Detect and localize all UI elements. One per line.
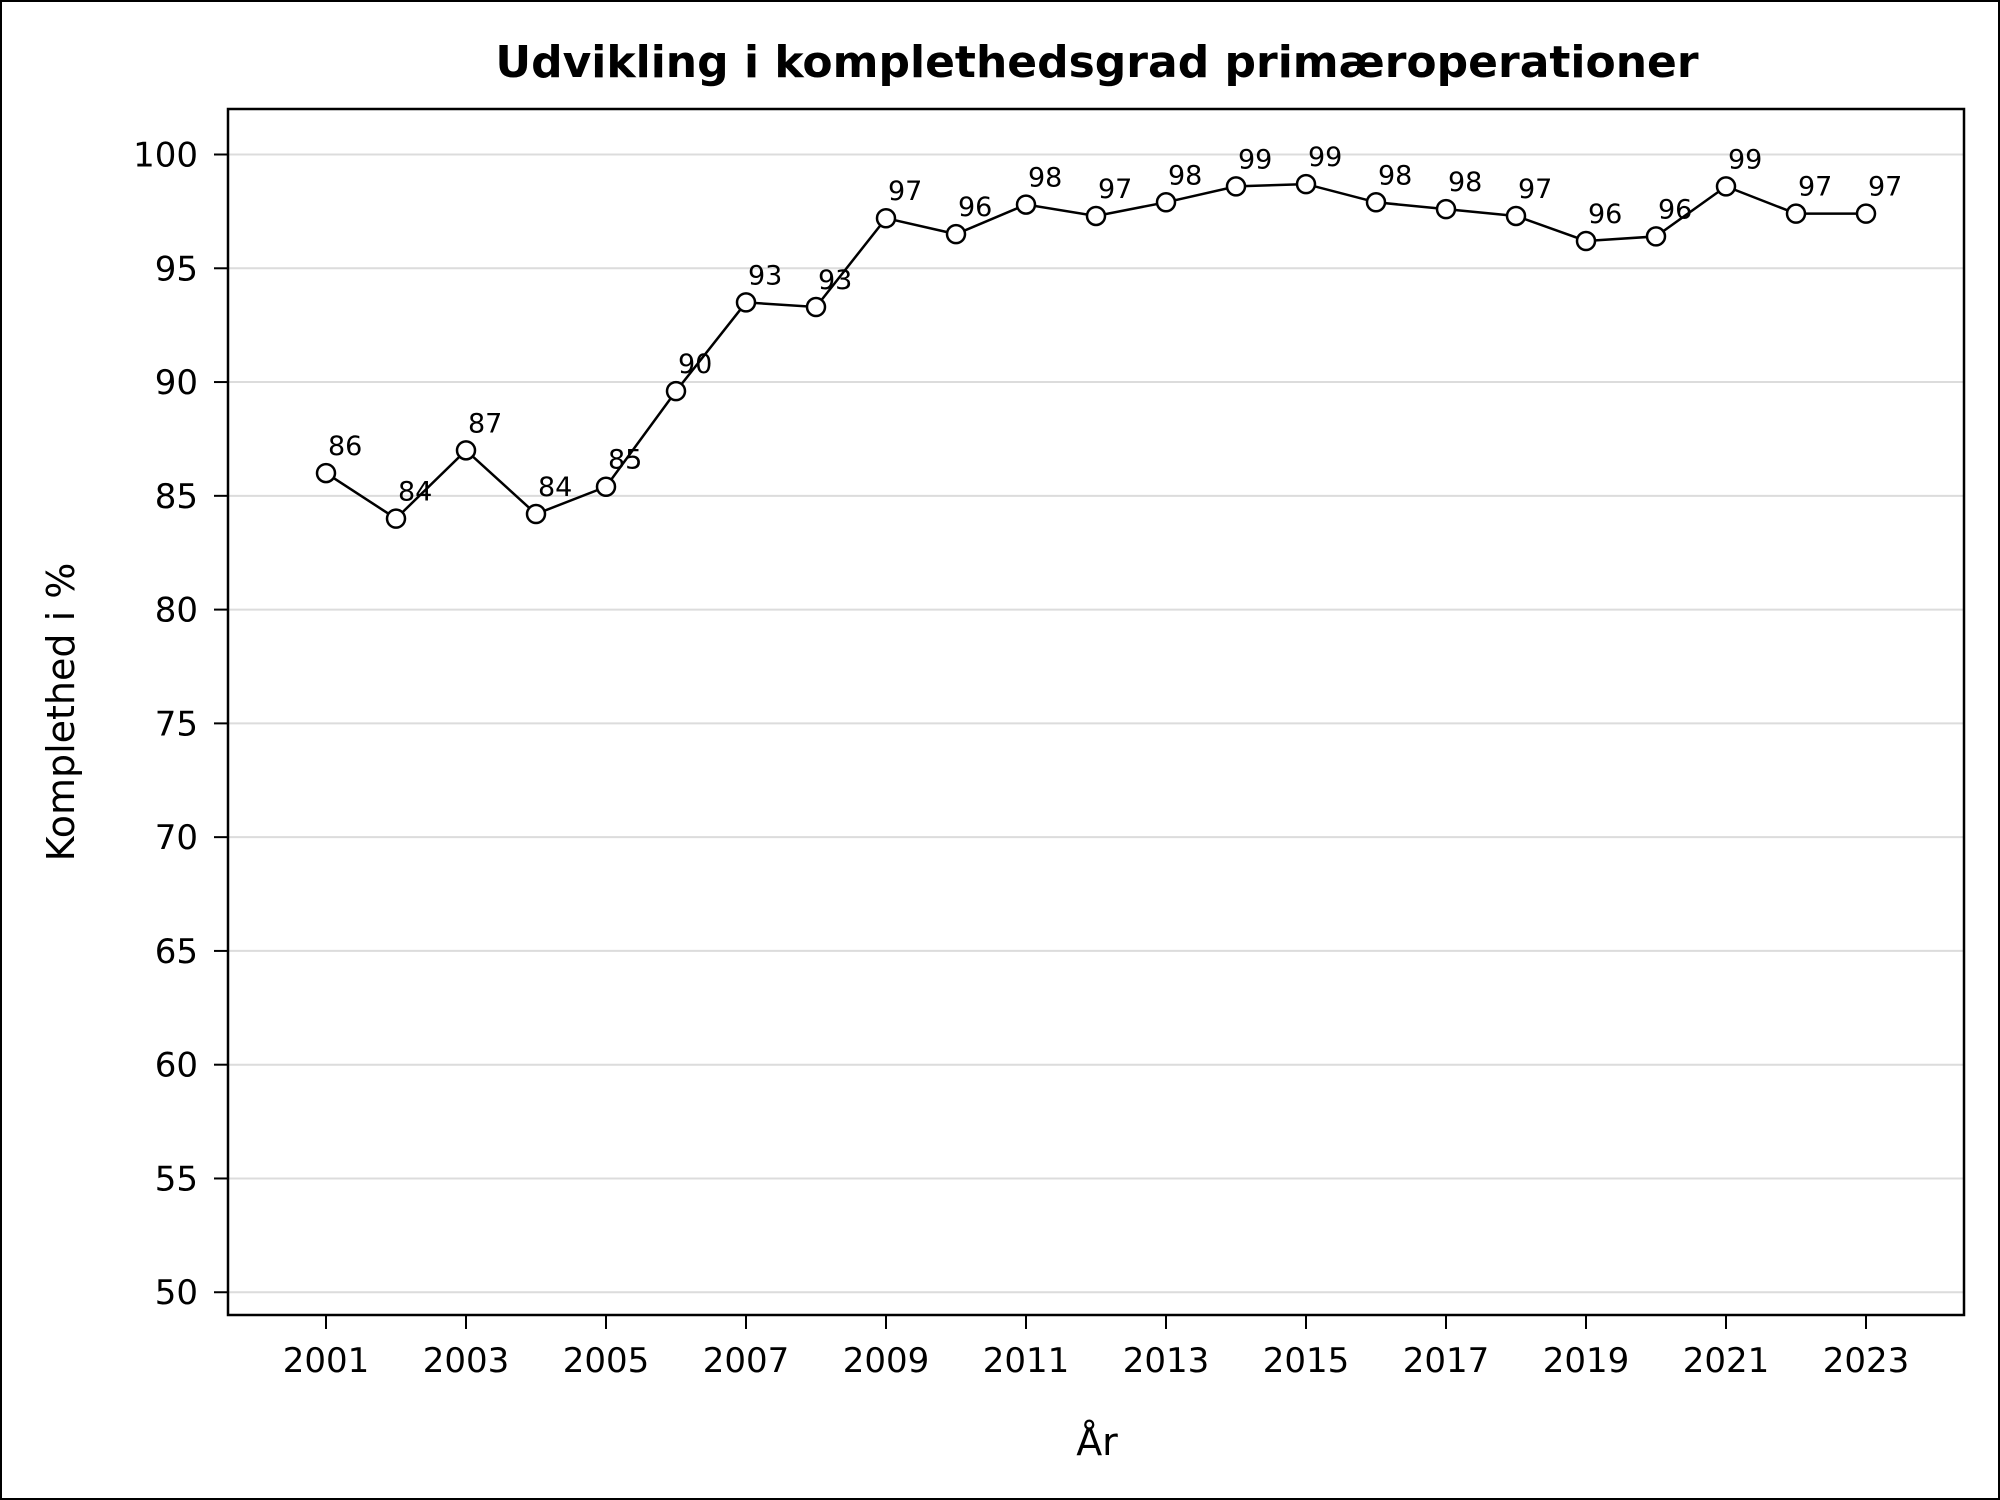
data-point xyxy=(1575,230,1597,252)
data-point xyxy=(1085,205,1107,227)
data-point xyxy=(1785,203,1807,224)
y-axis-title: Komplethed i % xyxy=(39,563,83,862)
x-tick-label: 2017 xyxy=(1403,1341,1490,1381)
x-tick-label: 2001 xyxy=(283,1341,370,1381)
data-point xyxy=(665,380,687,402)
y-tick-label: 85 xyxy=(155,477,198,517)
data-point xyxy=(735,292,757,313)
data-label: 96 xyxy=(958,192,992,223)
data-point xyxy=(1365,192,1387,213)
data-point xyxy=(1855,203,1877,224)
data-label: 97 xyxy=(1518,174,1552,205)
y-tick-label: 90 xyxy=(155,363,198,403)
x-tick-label: 2005 xyxy=(563,1341,650,1381)
data-label: 97 xyxy=(1098,174,1132,205)
y-tick-label: 100 xyxy=(133,136,198,176)
data-point xyxy=(1715,176,1737,197)
data-label: 84 xyxy=(538,472,572,503)
x-tick-label: 2009 xyxy=(843,1341,930,1381)
gridlines xyxy=(228,153,1964,1294)
y-tick-label: 65 xyxy=(155,932,198,972)
x-axis: 2001 2003 2005 2007 2009 2011 2013 2015 2017 2019… xyxy=(283,1315,1910,1381)
data-point xyxy=(875,207,897,229)
x-tick-label: 2003 xyxy=(423,1341,510,1381)
data-label: 85 xyxy=(608,445,642,476)
data-point xyxy=(595,476,617,497)
data-point xyxy=(455,440,477,461)
data-point xyxy=(1505,205,1527,227)
data-point xyxy=(1015,194,1037,215)
data-label: 97 xyxy=(888,176,922,207)
data-point xyxy=(525,503,547,525)
y-tick-label: 75 xyxy=(155,704,198,744)
data-series: 86 84 87 84 85 90 93 93 97 96 98 97 98 99 99 98 98 97 96 96… xyxy=(315,142,1902,529)
data-point xyxy=(1225,176,1247,197)
data-label: 99 xyxy=(1238,144,1272,175)
data-label: 97 xyxy=(1798,172,1832,203)
y-tick-label: 50 xyxy=(155,1273,198,1313)
series-line xyxy=(325,182,1866,521)
x-tick-label: 2013 xyxy=(1123,1341,1210,1381)
data-label: 93 xyxy=(748,260,782,291)
data-point xyxy=(1155,192,1177,213)
data-point xyxy=(1295,173,1317,195)
x-tick-label: 2015 xyxy=(1263,1341,1350,1381)
data-label: 99 xyxy=(1308,142,1342,173)
x-tick-label: 2011 xyxy=(983,1341,1070,1381)
x-tick-label: 2007 xyxy=(703,1341,790,1381)
data-label: 84 xyxy=(398,477,432,508)
data-point xyxy=(385,508,407,529)
data-label: 96 xyxy=(1588,199,1622,230)
data-label: 99 xyxy=(1728,144,1762,175)
data-point xyxy=(945,223,967,245)
data-label: 96 xyxy=(1658,194,1692,225)
x-tick-label: 2021 xyxy=(1683,1341,1770,1381)
data-label: 98 xyxy=(1168,160,1202,191)
data-point xyxy=(1435,198,1457,220)
y-tick-label: 95 xyxy=(155,249,198,289)
y-tick-label: 80 xyxy=(155,591,198,631)
y-axis: 50 55 60 65 70 75 80 85 90 95 100 xyxy=(133,136,228,1313)
x-axis-title: År xyxy=(1076,1420,1118,1464)
chart-title: Udvikling i komplethedsgrad primæroperat… xyxy=(495,37,1699,88)
data-label: 86 xyxy=(328,431,362,462)
y-tick-label: 55 xyxy=(155,1159,198,1199)
y-tick-label: 60 xyxy=(155,1046,198,1086)
data-point xyxy=(1645,226,1667,247)
data-label: 97 xyxy=(1868,172,1902,203)
data-label: 98 xyxy=(1448,167,1482,198)
data-label: 98 xyxy=(1378,160,1412,191)
data-label: 90 xyxy=(678,349,712,380)
plot-area xyxy=(226,107,1966,1317)
data-point xyxy=(315,462,337,484)
data-label: 87 xyxy=(468,408,502,439)
data-label: 93 xyxy=(818,265,852,296)
data-point xyxy=(805,296,827,318)
x-tick-label: 2023 xyxy=(1823,1341,1910,1381)
x-tick-label: 2019 xyxy=(1543,1341,1630,1381)
data-label: 98 xyxy=(1028,163,1062,194)
y-tick-label: 70 xyxy=(155,818,198,858)
